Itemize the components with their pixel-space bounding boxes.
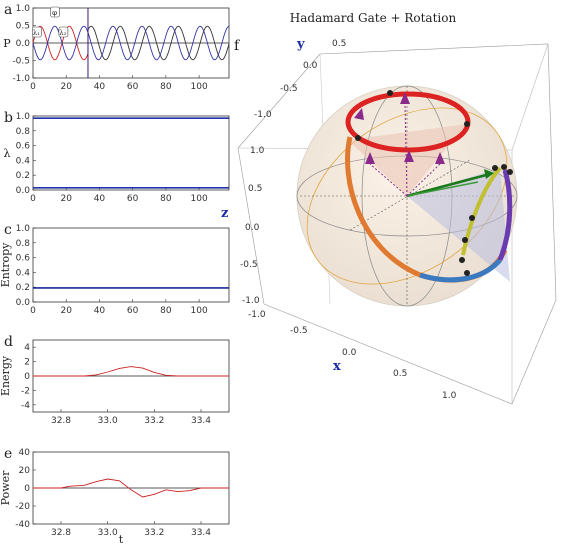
y-tick-label: 0.0 xyxy=(16,298,31,308)
annotation-label: φ xyxy=(52,9,57,17)
y-tick-label: 0.6 xyxy=(16,142,31,152)
panel-d: d Energy 32.8 33.0 33.2 33.4 -4 -2 0 2 4 xyxy=(0,334,229,426)
x-tick-label: 80 xyxy=(160,82,172,92)
plot-frame xyxy=(33,228,229,302)
y-tick-label: 4 xyxy=(24,343,30,353)
axis-label-z: z xyxy=(221,206,228,221)
y-tick-label: 0 xyxy=(24,484,30,494)
z-tick: -1.0 xyxy=(242,296,260,306)
x-tick-label: 33.4 xyxy=(191,416,211,426)
panel-c: c Entropy 0 20 40 60 80 100 0.0 0.2 0.4 0.6 0.8 1.0 xyxy=(0,222,229,316)
panel-letter-a: a xyxy=(4,2,12,18)
panel-b: b λ 0 20 40 60 80 100 0.0 0.2 0.4 0.6 0.8 1.0 xyxy=(4,110,229,204)
x-tick-label: 33.0 xyxy=(98,528,118,538)
x-tick-label: 100 xyxy=(191,82,208,92)
axis-label-y: y xyxy=(296,37,305,52)
x-tick-label: 0 xyxy=(30,82,36,92)
y-tick-label: 0.6 xyxy=(16,254,31,264)
z-tick: 0.5 xyxy=(248,184,262,194)
annotation-label: λ₁ xyxy=(33,29,40,37)
y-tick-label: -4 xyxy=(21,401,30,411)
x-tick-label: 60 xyxy=(127,194,139,204)
series-line xyxy=(33,367,229,376)
panel-a: a P 0 20 40 60 80 100 -1.0 -0.5 0.0 0.5 1.0 λ₁ λ₂ φ xyxy=(3,2,229,92)
y-tick-label: 0 xyxy=(24,372,30,382)
y-tick-label: 20 xyxy=(19,466,31,476)
x-tick-label: 40 xyxy=(94,194,106,204)
x-tick-label: 80 xyxy=(160,194,172,204)
y-tick: 0.0 xyxy=(303,61,318,71)
ylabel: Entropy xyxy=(0,242,12,287)
y-tick-label: 40 xyxy=(19,448,31,458)
x-tick: 1.0 xyxy=(442,391,457,401)
bloch-sphere-panel: f Hadamard Gate + Rotation xyxy=(221,11,556,404)
axis-label-x: x xyxy=(333,359,341,374)
y-tick: 0.5 xyxy=(332,39,346,49)
x-tick-label: 40 xyxy=(94,82,106,92)
x-tick-label: 100 xyxy=(191,194,208,204)
z-tick: 0.0 xyxy=(245,223,260,233)
x-tick-label: 60 xyxy=(127,306,139,316)
y-tick-label: 2 xyxy=(24,358,30,368)
y-tick: -0.5 xyxy=(280,84,298,94)
x-tick-label: 80 xyxy=(160,306,172,316)
y-tick-label: 0.5 xyxy=(16,22,30,32)
y-tick-label: 0.0 xyxy=(16,186,31,196)
plot-frame xyxy=(33,116,229,190)
y-tick-label: 0.8 xyxy=(16,239,31,249)
y-tick-label: 1.0 xyxy=(16,4,31,14)
y-tick-label: -0.5 xyxy=(12,57,30,67)
bloch-ticks-x: -1.0 -0.5 0.0 0.5 1.0 xyxy=(248,310,457,401)
y-tick-label: 0.2 xyxy=(16,171,30,181)
y-tick-label: 0.4 xyxy=(16,156,31,166)
x-tick: 0.5 xyxy=(393,369,407,379)
y-tick-label: -20 xyxy=(15,502,30,512)
x-tick-label: 0 xyxy=(30,194,36,204)
x-tick-label: 32.8 xyxy=(51,416,71,426)
y-tick-label: -2 xyxy=(21,386,30,396)
x-tick-label: 33.0 xyxy=(98,416,118,426)
y-tick-label: 0.2 xyxy=(16,283,30,293)
x-tick: -1.0 xyxy=(248,310,266,320)
panel-e: e Power 32.8 33.0 33.2 33.4 -40 -20 0 20 40 t xyxy=(0,446,229,545)
y-tick-label: 1.0 xyxy=(16,224,31,234)
x-tick-label: 33.2 xyxy=(144,416,164,426)
panel-letter-b: b xyxy=(4,110,13,126)
x-tick-label: 40 xyxy=(94,306,106,316)
z-tick: 1.0 xyxy=(250,146,265,156)
panel-letter-d: d xyxy=(4,334,13,350)
annotation-label: λ₂ xyxy=(59,29,66,37)
bloch-ticks-z: -1.0 -0.5 0.0 0.5 1.0 xyxy=(240,146,265,306)
ylabel: Energy xyxy=(0,355,12,396)
panel-letter-e: e xyxy=(4,446,12,462)
bloch-title: Hadamard Gate + Rotation xyxy=(290,11,457,25)
xlabel: t xyxy=(119,533,124,545)
y-tick-label: 1.0 xyxy=(16,112,31,122)
x-tick-label: 20 xyxy=(60,82,72,92)
panel-letter-c: c xyxy=(4,222,12,238)
ylabel: λ xyxy=(4,147,11,160)
x-tick-label: 60 xyxy=(127,82,139,92)
y-tick-label: 0.0 xyxy=(16,39,31,49)
y-tick-label: 0.4 xyxy=(16,268,31,278)
y-tick-label: -1.0 xyxy=(12,74,30,84)
panel-letter-f: f xyxy=(234,38,241,54)
y-tick: -1.0 xyxy=(254,110,272,120)
x-tick-label: 20 xyxy=(60,194,72,204)
z-tick: -0.5 xyxy=(240,260,258,270)
x-tick-label: 100 xyxy=(191,306,208,316)
y-tick-label: 0.8 xyxy=(16,127,31,137)
ylabel: Power xyxy=(0,470,12,506)
x-tick-label: 20 xyxy=(60,306,72,316)
x-tick-label: 33.4 xyxy=(191,528,211,538)
x-tick: -0.5 xyxy=(290,326,308,336)
x-tick-label: 0 xyxy=(30,306,36,316)
x-tick-label: 33.2 xyxy=(144,528,164,538)
ylabel: P xyxy=(3,37,11,50)
y-tick-label: -40 xyxy=(15,520,30,530)
x-tick: 0.0 xyxy=(342,348,357,358)
x-tick-label: 32.8 xyxy=(51,528,71,538)
